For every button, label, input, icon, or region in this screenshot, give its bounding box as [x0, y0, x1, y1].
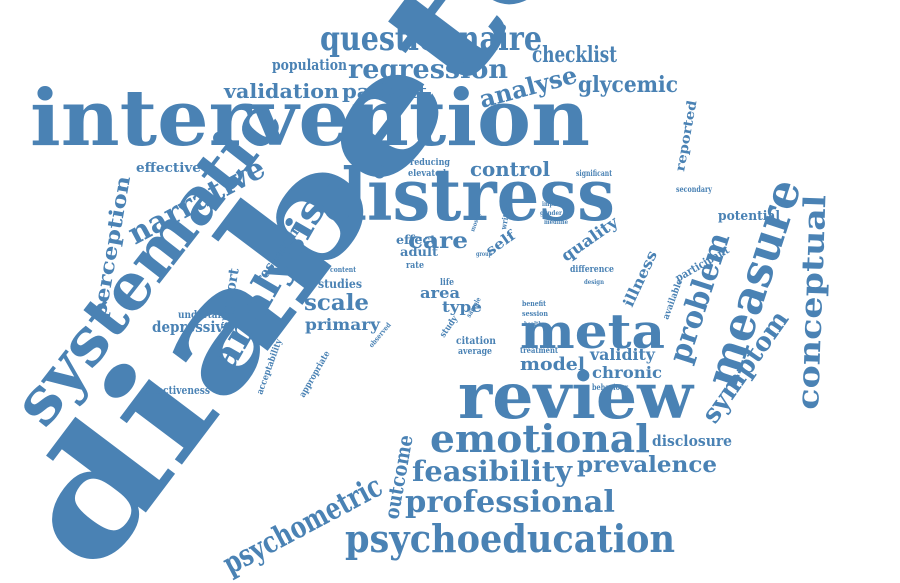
word-glycemic: glycemic	[578, 72, 678, 98]
word-model: model	[520, 354, 585, 375]
word-benefit: benefit	[522, 299, 547, 308]
word-treatment: treatment	[520, 345, 558, 355]
word-meta: meta	[520, 304, 665, 360]
word-gender: gender	[540, 210, 563, 217]
word-citation: citation	[456, 336, 497, 347]
word-validation: validation	[223, 79, 340, 103]
word-average: average	[458, 347, 492, 357]
word-design: design	[584, 279, 605, 286]
word-regression: regression	[348, 55, 508, 85]
word-life: life	[440, 278, 454, 288]
word-illness: illness	[619, 248, 661, 310]
word-significant: significant	[576, 168, 612, 178]
word-effect: effect	[396, 233, 436, 247]
word-health: health	[524, 321, 543, 328]
word-group: group	[476, 251, 492, 258]
word-written: written	[498, 201, 513, 231]
word-studies: studies	[318, 277, 362, 291]
word-professional: professional	[405, 485, 615, 520]
word-elevated: elevated	[408, 169, 447, 179]
word-effectiveness: effectiveness	[144, 384, 210, 397]
word-type: type	[442, 298, 482, 316]
word-disclosure: disclosure	[652, 432, 732, 450]
word-patient: patient	[342, 79, 428, 103]
word-effective: effective	[136, 161, 201, 176]
word-secondary: secondary	[676, 184, 712, 194]
word-content: content	[330, 265, 357, 274]
word-distress: distress	[320, 152, 615, 237]
word-rate: rate	[406, 261, 424, 271]
word-intervention: intervention	[30, 73, 590, 164]
word-emotional: emotional	[430, 416, 650, 461]
word-questionnaire: questionnaire	[320, 19, 542, 59]
word-reported: reported	[673, 99, 700, 173]
word-prevalence: prevalence	[577, 452, 717, 478]
word-psychoeducation: psychoeducation	[345, 516, 675, 561]
word-chronic: chronic	[592, 363, 662, 382]
word-population: population	[272, 56, 347, 74]
word-potential: potential	[718, 209, 780, 224]
word-difference: difference	[570, 265, 614, 275]
word-reducing: reducing	[410, 158, 451, 168]
word-behaviour: behaviour	[592, 382, 629, 392]
word-control: control	[470, 157, 550, 181]
word-adult: adult	[400, 245, 438, 259]
word-session: session	[522, 309, 548, 318]
word-checklist: checklist	[532, 42, 618, 68]
word-feasibility: feasibility	[412, 455, 573, 488]
word-depressive: depressive	[152, 318, 232, 336]
word-primary: primary	[305, 315, 381, 334]
word-undertaken: undertaken	[178, 310, 237, 321]
word-validity: validity	[589, 345, 656, 364]
word-conceptual: conceptual	[791, 194, 833, 410]
word-medline: medline	[544, 219, 568, 226]
word-area: area	[420, 284, 460, 302]
word-impact: impact	[542, 201, 562, 208]
word-care: care	[408, 228, 468, 254]
word-scale: scale	[304, 290, 369, 316]
word-review: review	[458, 359, 695, 434]
